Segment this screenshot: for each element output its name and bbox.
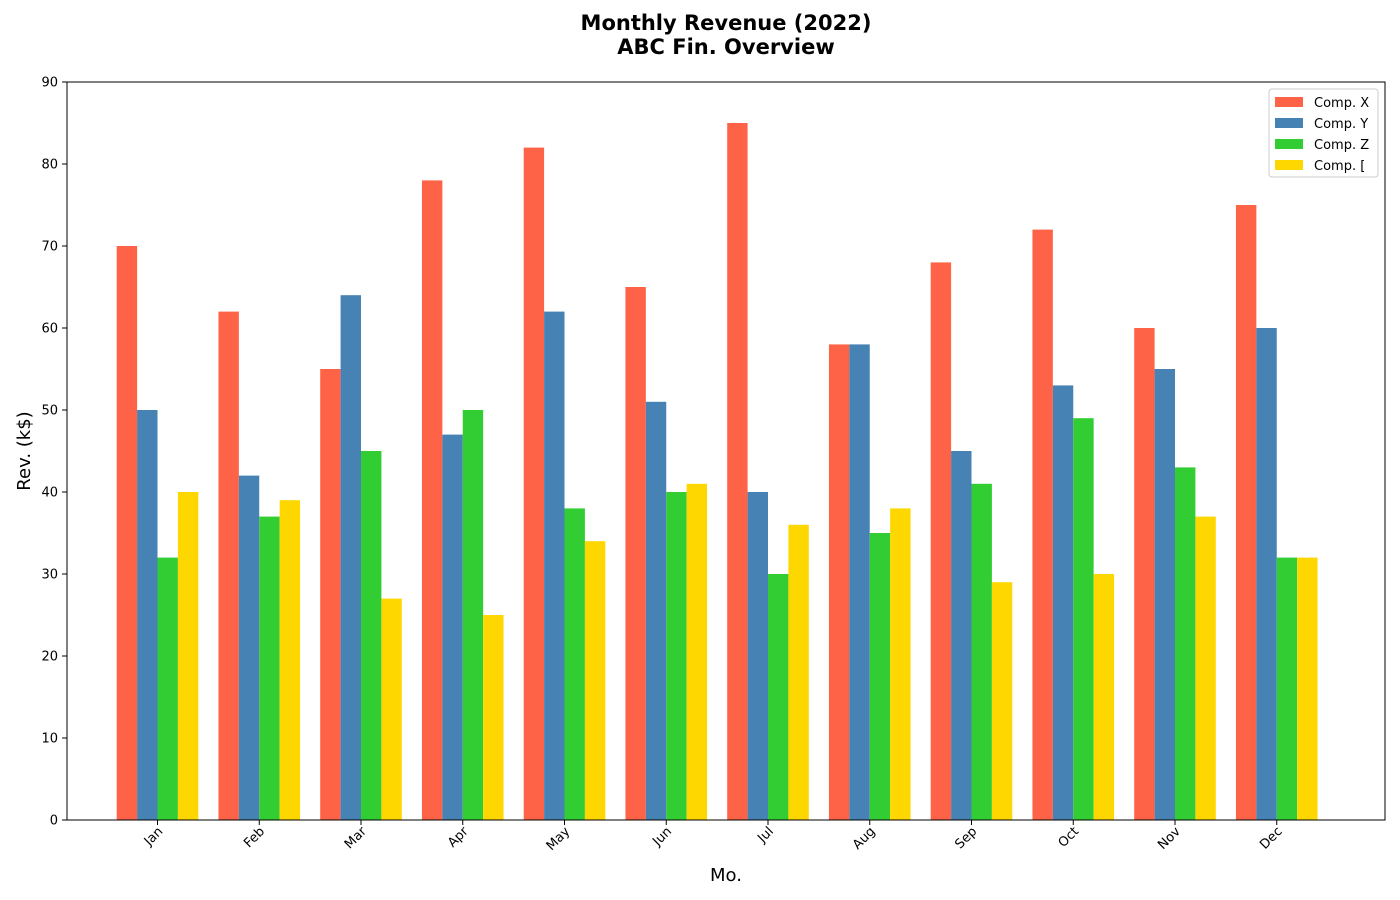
- plot-area: 0 10 20 30 40 50 60 70 80 90 Jan Feb Mar Apr May Jun Jul…: [41, 76, 1386, 854]
- legend-swatch-4: [1275, 160, 1303, 170]
- bar-nov-series-2: [1154, 369, 1175, 820]
- x-axis-label: Mo.: [710, 865, 742, 886]
- x-tick-label-aug: Aug: [850, 824, 879, 853]
- y-tick-label: 80: [41, 158, 58, 173]
- x-tick-label-jun: Jun: [649, 824, 675, 850]
- bar-sep-series-3: [971, 483, 992, 820]
- x-tick-label-feb: Feb: [241, 824, 268, 851]
- legend-label-1: Comp. X: [1314, 96, 1369, 111]
- bar-aug-series-4: [890, 508, 911, 820]
- bar-oct-series-4: [1093, 574, 1115, 820]
- bar-may-series-1: [523, 147, 545, 821]
- y-tick-label: 0: [50, 814, 58, 829]
- bar-sep-series-4: [991, 582, 1013, 820]
- bar-mar-series-4: [381, 598, 402, 820]
- bar-jan-series-1: [116, 246, 138, 820]
- bar-aug-series-3: [869, 533, 891, 820]
- bar-apr-series-4: [483, 615, 504, 820]
- bar-jan-series-4: [177, 492, 199, 820]
- y-tick-label: 70: [41, 240, 58, 255]
- bar-dec-series-4: [1297, 557, 1318, 820]
- bar-jul-series-2: [747, 492, 768, 820]
- bar-feb-series-3: [259, 516, 280, 820]
- bar-jul-series-4: [788, 524, 809, 820]
- bar-jun-series-4: [686, 483, 708, 820]
- x-tick-label-jul: Jul: [754, 824, 776, 846]
- y-tick-label: 40: [41, 486, 58, 501]
- x-tick-label-sep: Sep: [952, 824, 980, 852]
- bar-may-series-3: [564, 508, 585, 820]
- bar-aug-series-1: [828, 344, 850, 820]
- bar-feb-series-4: [279, 500, 301, 820]
- bar-nov-series-4: [1195, 516, 1216, 820]
- bar-apr-series-1: [421, 180, 443, 820]
- legend-label-3: Comp. Z: [1314, 138, 1369, 153]
- chart-title-line1: Monthly Revenue (2022): [581, 11, 872, 35]
- legend-label-2: Comp. Y: [1314, 117, 1368, 132]
- bar-may-series-4: [584, 541, 606, 820]
- y-tick-label: 30: [41, 568, 58, 583]
- legend-swatch-3: [1275, 139, 1303, 149]
- bar-feb-series-1: [218, 311, 239, 820]
- x-tick-label-mar: Mar: [342, 824, 370, 852]
- bar-oct-series-2: [1052, 385, 1074, 820]
- x-tick-label-dec: Dec: [1257, 824, 1285, 852]
- bar-dec-series-2: [1256, 328, 1277, 820]
- y-tick-label: 60: [41, 322, 58, 337]
- legend-swatch-1: [1275, 97, 1303, 107]
- bar-jun-series-1: [625, 287, 646, 820]
- bar-may-series-2: [544, 311, 565, 820]
- plot-frame: [66, 81, 1386, 821]
- bar-apr-series-3: [462, 410, 484, 820]
- bar-aug-series-2: [849, 344, 870, 820]
- bar-nov-series-1: [1134, 328, 1155, 820]
- bar-mar-series-1: [320, 369, 341, 820]
- y-tick-label: 50: [41, 404, 58, 419]
- x-tick-label-apr: Apr: [445, 824, 472, 851]
- bar-jun-series-2: [645, 401, 667, 820]
- bar-jul-series-3: [768, 574, 789, 820]
- bar-jan-series-2: [137, 410, 158, 820]
- bar-oct-series-3: [1073, 418, 1094, 820]
- x-tick-label-oct: Oct: [1056, 824, 1083, 851]
- bar-jul-series-1: [727, 123, 748, 820]
- y-axis-label: Rev. (k$): [14, 411, 35, 490]
- bar-nov-series-3: [1175, 467, 1196, 820]
- bar-mar-series-2: [340, 295, 361, 820]
- x-tick-label-nov: Nov: [1155, 824, 1184, 853]
- legend: Comp. X Comp. Y Comp. Z Comp. [: [1268, 88, 1379, 178]
- y-tick-label: 90: [41, 76, 58, 91]
- legend-swatch-2: [1275, 118, 1303, 128]
- bar-dec-series-1: [1235, 205, 1257, 820]
- bar-feb-series-2: [238, 475, 260, 820]
- bar-dec-series-3: [1276, 557, 1298, 820]
- bar-sep-series-2: [951, 451, 972, 820]
- bar-mar-series-3: [361, 451, 382, 820]
- y-tick-label: 20: [41, 650, 58, 665]
- bar-jun-series-3: [666, 492, 687, 820]
- bar-sep-series-1: [930, 262, 952, 820]
- bar-jan-series-3: [157, 557, 178, 820]
- chart-title-line2: ABC Fin. Overview: [617, 35, 834, 59]
- bar-apr-series-2: [442, 434, 463, 820]
- x-tick-label-jan: Jan: [141, 824, 166, 849]
- legend-label-4: Comp. [: [1314, 159, 1365, 174]
- legend-box: [1268, 88, 1379, 178]
- bar-oct-series-1: [1032, 229, 1053, 821]
- y-tick-label: 10: [41, 732, 58, 747]
- x-tick-label-may: May: [544, 824, 574, 854]
